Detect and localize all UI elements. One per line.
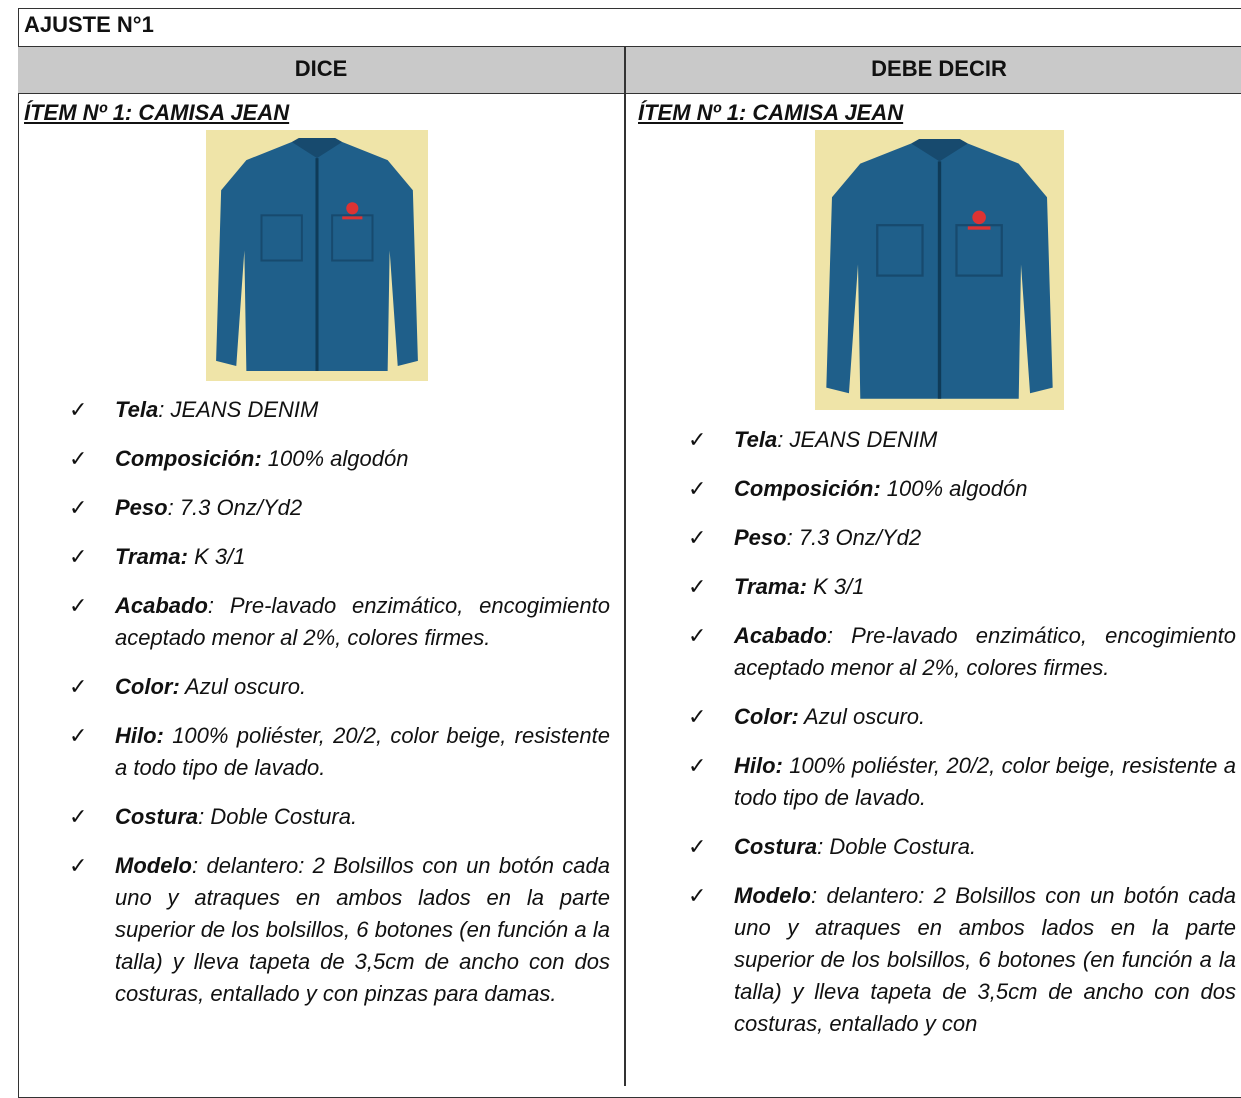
spec-value: : 7.3 Onz/Yd2 xyxy=(167,495,303,520)
spec-item: ✓ Hilo: 100% poliéster, 20/2, color beige… xyxy=(688,750,1236,814)
spec-label: Composición: xyxy=(734,476,881,501)
spec-label: Color: xyxy=(115,674,180,699)
shirt-photo xyxy=(206,130,428,381)
check-icon: ✓ xyxy=(69,674,88,699)
item-title: ÍTEM Nº 1: CAMISA JEAN xyxy=(24,100,290,125)
column-heading: DEBE DECIR xyxy=(871,56,1007,81)
spec-value: : delantero: 2 Bolsillos con un botón ca… xyxy=(115,853,610,1006)
spec-label: Acabado xyxy=(734,623,827,648)
header-row: DICE DEBE DECIR xyxy=(18,46,1241,94)
spec-value: : delantero: 2 Bolsillos con un botón ca… xyxy=(734,883,1236,1036)
check-icon: ✓ xyxy=(688,704,707,729)
spec-value: 100% poliéster, 20/2, color beige, resis… xyxy=(115,723,610,780)
spec-item: ✓ Color: Azul oscuro. xyxy=(688,701,1236,733)
spec-list: ✓ Tela: JEANS DENIM ✓ Composición: 100% alg… xyxy=(688,424,1236,1057)
photo-frame xyxy=(815,130,1064,415)
spec-label: Modelo xyxy=(734,883,811,908)
spec-item: ✓ Tela: JEANS DENIM xyxy=(69,394,610,426)
spec-item: ✓ Acabado: Pre-lavado enzimático, encogim… xyxy=(688,620,1236,684)
spec-value: K 3/1 xyxy=(806,574,865,599)
spec-item: ✓ Hilo: 100% poliéster, 20/2, color beige… xyxy=(69,720,610,784)
spec-item: ✓ Tela: JEANS DENIM xyxy=(688,424,1236,456)
spec-label: Costura xyxy=(115,804,199,829)
title: AJUSTE N°1 xyxy=(24,12,154,37)
spec-value: 100% algodón xyxy=(261,446,409,471)
check-icon: ✓ xyxy=(688,883,707,908)
check-icon: ✓ xyxy=(688,427,707,452)
spec-value: : Doble Costura. xyxy=(198,804,358,829)
spec-item: ✓ Composición: 100% algodón xyxy=(69,443,610,475)
check-icon: ✓ xyxy=(69,804,88,829)
check-icon: ✓ xyxy=(69,446,88,471)
spec-value: : JEANS DENIM xyxy=(777,427,938,452)
spec-value: 100% algodón xyxy=(880,476,1028,501)
spec-value: : Pre-lavado enzimático, encogimiento ac… xyxy=(734,623,1236,680)
spec-label: Tela xyxy=(115,397,159,422)
column-heading: DICE xyxy=(294,56,348,81)
check-icon: ✓ xyxy=(69,723,88,748)
check-icon: ✓ xyxy=(688,623,707,648)
photo-frame xyxy=(206,130,428,386)
spec-label: Color: xyxy=(734,704,799,729)
spec-label: Hilo: xyxy=(734,753,783,778)
check-icon: ✓ xyxy=(69,495,88,520)
spec-value: Azul oscuro. xyxy=(179,674,307,699)
spec-item: ✓ Modelo: delantero: 2 Bolsillos con un b… xyxy=(688,880,1236,1040)
check-icon: ✓ xyxy=(688,476,707,501)
shirt-photo xyxy=(815,130,1064,410)
spec-label: Trama: xyxy=(115,544,188,569)
spec-value: : Pre-lavado enzimático, encogimiento ac… xyxy=(115,593,610,650)
spec-item: ✓ Trama: K 3/1 xyxy=(69,541,610,573)
spec-label: Hilo: xyxy=(115,723,164,748)
item-title: ÍTEM Nº 1: CAMISA JEAN xyxy=(638,100,904,125)
spec-item: ✓ Costura: Doble Costura. xyxy=(69,801,610,833)
check-icon: ✓ xyxy=(69,397,88,422)
spec-label: Modelo xyxy=(115,853,192,878)
spec-label: Peso xyxy=(115,495,168,520)
check-icon: ✓ xyxy=(688,525,707,550)
spec-item: ✓ Modelo: delantero: 2 Bolsillos con un b… xyxy=(69,850,610,1010)
check-icon: ✓ xyxy=(688,834,707,859)
check-icon: ✓ xyxy=(69,853,88,878)
spec-label: Trama: xyxy=(734,574,807,599)
check-icon: ✓ xyxy=(69,544,88,569)
column-divider xyxy=(624,46,626,1086)
spec-list: ✓ Tela: JEANS DENIM ✓ Composición: 100% alg… xyxy=(69,394,610,1027)
spec-item: ✓ Composición: 100% algodón xyxy=(688,473,1236,505)
spec-label: Costura xyxy=(734,834,818,859)
spec-label: Acabado xyxy=(115,593,208,618)
spec-value: K 3/1 xyxy=(187,544,246,569)
check-icon: ✓ xyxy=(69,593,88,618)
spec-value: : Doble Costura. xyxy=(817,834,977,859)
spec-value: : JEANS DENIM xyxy=(158,397,319,422)
check-icon: ✓ xyxy=(688,753,707,778)
spec-item: ✓ Color: Azul oscuro. xyxy=(69,671,610,703)
spec-item: ✓ Peso: 7.3 Onz/Yd2 xyxy=(688,522,1236,554)
spec-label: Peso xyxy=(734,525,787,550)
spec-item: ✓ Acabado: Pre-lavado enzimático, encogim… xyxy=(69,590,610,654)
spec-value: 100% poliéster, 20/2, color beige, resis… xyxy=(734,753,1236,810)
check-icon: ✓ xyxy=(688,574,707,599)
spec-label: Tela xyxy=(734,427,778,452)
spec-item: ✓ Peso: 7.3 Onz/Yd2 xyxy=(69,492,610,524)
spec-item: ✓ Costura: Doble Costura. xyxy=(688,831,1236,863)
spec-value: Azul oscuro. xyxy=(798,704,926,729)
spec-value: : 7.3 Onz/Yd2 xyxy=(786,525,922,550)
spec-item: ✓ Trama: K 3/1 xyxy=(688,571,1236,603)
spec-label: Composición: xyxy=(115,446,262,471)
